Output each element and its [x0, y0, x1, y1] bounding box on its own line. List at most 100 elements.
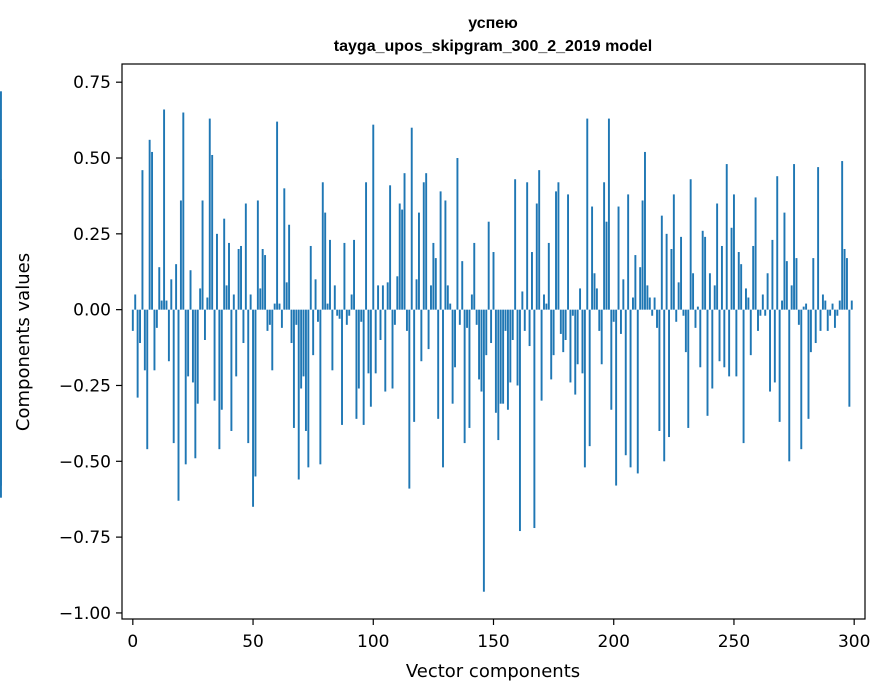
bar-187 [581, 309, 584, 374]
bar-157 [509, 309, 512, 383]
bar-177 [557, 182, 560, 310]
x-tick-label: 200 [598, 632, 630, 652]
bar-64 [285, 282, 288, 310]
bar-125 [432, 242, 435, 310]
y-axis-label: Components values [13, 253, 34, 431]
bar-175 [552, 309, 555, 356]
bar-152 [497, 309, 500, 441]
bar-201 [615, 309, 618, 486]
bar-undefined [0, 91, 2, 310]
bar-260 [757, 309, 759, 331]
bar-169 [538, 170, 541, 310]
bar-294 [838, 300, 841, 310]
bar-296 [843, 249, 846, 310]
bar-111 [398, 203, 401, 310]
bar-194 [598, 309, 601, 331]
bar-46 [242, 309, 245, 344]
bar-290 [829, 309, 832, 316]
bar-165 [528, 309, 531, 347]
bar-282 [809, 309, 812, 353]
bar-174 [550, 309, 553, 380]
bar-269 [778, 309, 781, 422]
bar-24 [189, 270, 192, 310]
bar-116 [410, 127, 413, 310]
bar-63 [283, 188, 286, 310]
bar-179 [562, 309, 565, 353]
bar-142 [473, 242, 476, 310]
bar-41 [230, 309, 233, 431]
bars-group [0, 91, 853, 592]
bar-192 [593, 273, 596, 310]
bar-200 [612, 309, 615, 322]
x-tick-label: 0 [127, 632, 138, 652]
bar-162 [521, 291, 524, 310]
bar-99 [369, 309, 372, 407]
bar-220 [660, 215, 663, 310]
bar-185 [576, 309, 579, 365]
bar-47 [244, 203, 247, 310]
x-axis: 0 50 100 150 200 250 300 [127, 619, 870, 652]
bar-60 [276, 121, 279, 310]
bar-286 [819, 309, 822, 331]
bar-113 [403, 173, 406, 310]
bar-81 [326, 303, 329, 310]
bar-147 [485, 309, 488, 356]
bar-224 [670, 249, 673, 310]
bar-170 [540, 309, 543, 401]
bar-128 [439, 191, 442, 310]
bar-51 [254, 309, 257, 477]
bar-66 [290, 309, 293, 344]
bar-92 [353, 239, 355, 310]
y-tick-label: −0.50 [59, 452, 111, 472]
bar-25 [191, 309, 194, 383]
bar-235 [696, 306, 699, 310]
bar-209 [634, 255, 637, 310]
bar-229 [682, 309, 685, 316]
bar-129 [442, 309, 444, 468]
bar-167 [533, 309, 536, 529]
bar-215 [648, 297, 651, 310]
bar-124 [430, 285, 432, 310]
y-tick-label: −0.75 [59, 528, 111, 548]
plot-frame [121, 63, 866, 620]
bar-20 [179, 200, 182, 310]
bar-10 [155, 309, 158, 328]
bar-207 [629, 309, 632, 468]
bar-208 [632, 297, 634, 310]
bar-34 [213, 309, 216, 401]
bar-83 [331, 309, 334, 371]
bar-59 [273, 303, 276, 310]
bar-100 [372, 124, 375, 310]
bar-105 [384, 309, 387, 392]
bar-159 [514, 179, 517, 310]
bar-214 [646, 285, 649, 310]
bar-279 [802, 306, 805, 310]
bar-9 [153, 309, 156, 371]
bar-263 [764, 309, 767, 316]
bar-26 [194, 309, 197, 459]
bar-70 [300, 309, 303, 389]
bar-135 [456, 158, 459, 310]
bar-56 [266, 309, 269, 331]
bar-267 [773, 309, 776, 383]
bar-270 [781, 300, 783, 310]
bar-119 [418, 212, 420, 310]
bar-120 [420, 309, 423, 362]
bar-241 [711, 309, 714, 389]
bar-undefined [0, 309, 2, 462]
bar-undefined [0, 303, 2, 310]
bar-247 [725, 164, 728, 310]
bar-217 [653, 297, 656, 310]
bar-108 [391, 309, 394, 389]
bar-73 [307, 309, 310, 468]
bar-178 [559, 309, 562, 334]
bar-117 [413, 309, 416, 422]
bar-102 [377, 285, 380, 310]
bar-259 [754, 197, 757, 310]
y-tick-label: 0.50 [73, 149, 111, 169]
bar-39 [225, 285, 228, 310]
bar-5 [143, 309, 146, 371]
bar-261 [759, 309, 762, 316]
bar-212 [641, 200, 644, 310]
bar-15 [167, 309, 170, 362]
